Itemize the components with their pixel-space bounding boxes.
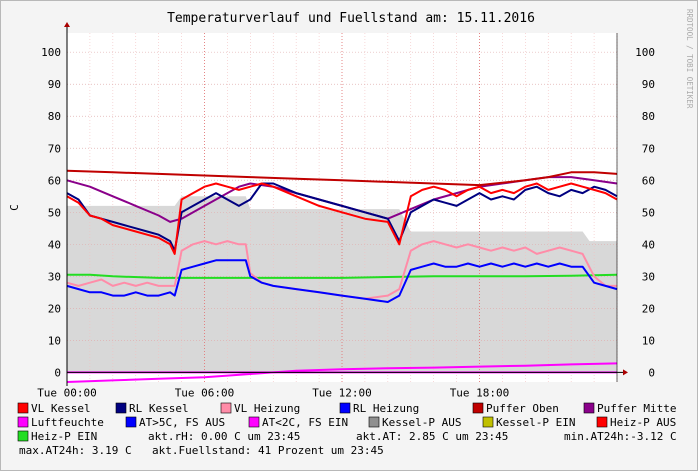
legend-swatch-vl-heizung bbox=[220, 402, 232, 414]
legend-swatch-heiz-p-aus bbox=[596, 416, 608, 428]
series-line-rl-heizung bbox=[66, 259, 618, 303]
legend-label-rl-heizung: RL Heizung bbox=[353, 402, 419, 415]
watermark: RRDTOOL / TOBI OETIKER bbox=[685, 9, 694, 109]
chart-title: Temperaturverlauf und Fuellstand am: 15.… bbox=[167, 11, 535, 26]
x-tick-label: Tue 06:00 bbox=[175, 386, 235, 399]
legend-swatch-puffer-oben bbox=[472, 402, 484, 414]
y-axis-label: C bbox=[8, 204, 21, 211]
y-tick-label-left: 10 bbox=[48, 334, 61, 347]
y-tick-label-right: 40 bbox=[642, 238, 655, 251]
y-tick-label-right: 20 bbox=[642, 302, 655, 315]
legend-swatch-puffer-mitte bbox=[583, 402, 595, 414]
y-tick-label-left: 60 bbox=[48, 174, 61, 187]
y-tick-label-right: 60 bbox=[642, 174, 655, 187]
y-tick-label-left: 50 bbox=[48, 206, 61, 219]
legend-label-heiz-p-ein: Heiz-P EIN bbox=[31, 430, 97, 443]
y-tick-label-left: 90 bbox=[48, 78, 61, 91]
y-tick-label-right: 70 bbox=[642, 142, 655, 155]
y-tick-label-left: 70 bbox=[48, 142, 61, 155]
y-tick-label-right: 90 bbox=[642, 78, 655, 91]
legend-swatch-kessel-p-ein bbox=[482, 416, 494, 428]
y-tick-label-right: 30 bbox=[642, 270, 655, 283]
y-tick-label-left: 100 bbox=[41, 46, 61, 59]
series-line-vl-kessel bbox=[66, 182, 618, 255]
legend-label-luftfeuchte: Luftfeuchte bbox=[31, 416, 104, 429]
y-tick-label-left: 30 bbox=[48, 270, 61, 283]
legend-label-at-lt2: AT<2C, FS EIN bbox=[262, 416, 348, 429]
y-tick-label-right: 10 bbox=[642, 334, 655, 347]
legend-swatch-at-gt5 bbox=[125, 416, 137, 428]
series-line-at-lt2 bbox=[66, 362, 618, 383]
y-tick-label-left: 0 bbox=[54, 366, 61, 379]
legend-label-rl-kessel: RL Kessel bbox=[129, 402, 189, 415]
y-tick-label-left: 40 bbox=[48, 238, 61, 251]
legend-label-kessel-p-ein: Kessel-P EIN bbox=[496, 416, 575, 429]
legend-label-heiz-p-aus: Heiz-P AUS bbox=[610, 416, 676, 429]
legend-swatch-rl-heizung bbox=[339, 402, 351, 414]
status-max: max.AT24h: 3.19 C bbox=[19, 444, 132, 457]
legend-swatch-luftfeuchte bbox=[17, 416, 29, 428]
legend-label-at-gt5: AT>5C, FS AUS bbox=[139, 416, 225, 429]
status-min: min.AT24h:-3.12 C bbox=[564, 430, 677, 443]
legend-label-puffer-oben: Puffer Oben bbox=[486, 402, 559, 415]
y-axis-arrow bbox=[64, 22, 70, 27]
legend-label-puffer-mitte: Puffer Mitte bbox=[597, 402, 676, 415]
x-tick-label: Tue 00:00 bbox=[37, 386, 97, 399]
y-tick-label-right: 100 bbox=[635, 46, 655, 59]
series-line-rl-kessel bbox=[66, 182, 618, 252]
x-axis-arrow bbox=[623, 369, 628, 376]
legend-swatch-rl-kessel bbox=[115, 402, 127, 414]
x-tick-label: Tue 12:00 bbox=[312, 386, 372, 399]
y-tick-label-left: 20 bbox=[48, 302, 61, 315]
legend-label-vl-heizung: VL Heizung bbox=[234, 402, 300, 415]
series-line-puffer-oben bbox=[66, 169, 618, 187]
series-line-heiz-p-ein bbox=[67, 273, 618, 279]
y-tick-label-left: 80 bbox=[48, 110, 61, 123]
y-tick-label-right: 50 bbox=[642, 206, 655, 219]
legend-swatch-at-lt2 bbox=[248, 416, 260, 428]
legend-swatch-heiz-p-ein bbox=[17, 430, 29, 442]
status-fs: akt.Fuellstand: 41 Prozent um 23:45 bbox=[152, 444, 384, 457]
y-tick-label-right: 0 bbox=[648, 366, 655, 379]
legend-label-vl-kessel: VL Kessel bbox=[31, 402, 91, 415]
legend-label-kessel-p-aus: Kessel-P AUS bbox=[382, 416, 461, 429]
y-tick-label-right: 80 bbox=[642, 110, 655, 123]
status-at: akt.AT: 2.85 C um 23:45 bbox=[356, 430, 508, 443]
status-rh: akt.rH: 0.00 C um 23:45 bbox=[148, 430, 300, 443]
legend-swatch-kessel-p-aus bbox=[368, 416, 380, 428]
legend-swatch-vl-kessel bbox=[17, 402, 29, 414]
x-tick-label: Tue 18:00 bbox=[450, 386, 510, 399]
